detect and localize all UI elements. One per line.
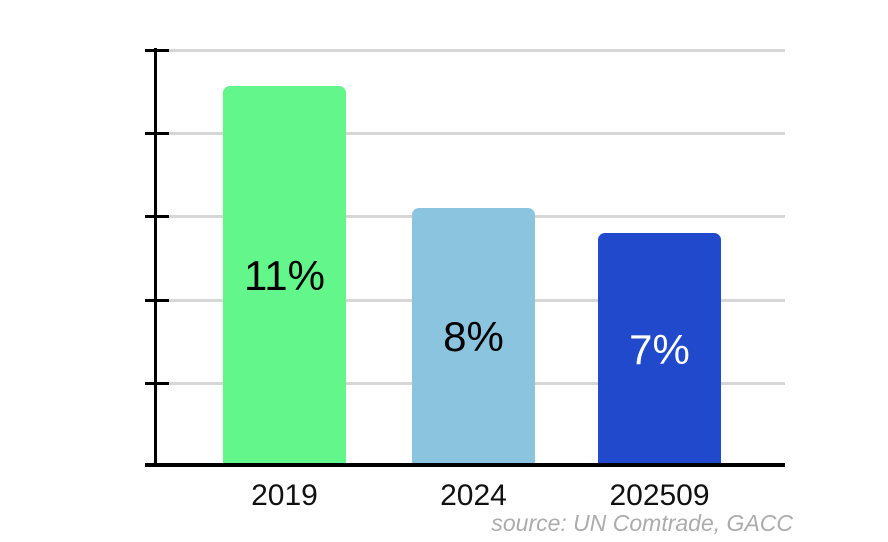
y-axis-tick [145, 382, 169, 385]
x-axis-tick-label: 2024 [440, 479, 507, 512]
y-axis-tick [145, 49, 169, 52]
x-axis-line [145, 463, 785, 467]
bar [598, 233, 721, 466]
gridline [155, 49, 785, 52]
bar-value-label: 7% [629, 325, 690, 373]
bar-value-label: 8% [443, 313, 504, 360]
bar [223, 86, 346, 466]
y-axis-tick [145, 299, 169, 302]
bar-value-label: 11% [244, 252, 325, 299]
y-axis-line [154, 48, 157, 467]
y-axis-tick [145, 215, 169, 218]
y-axis-tick [145, 132, 169, 135]
bar [412, 208, 535, 466]
gridline [155, 132, 785, 135]
x-axis-tick-label: 2019 [251, 479, 318, 512]
x-axis-tick-label: 202509 [609, 479, 710, 512]
source-note: source: UN Comtrade, GACC [491, 510, 793, 536]
